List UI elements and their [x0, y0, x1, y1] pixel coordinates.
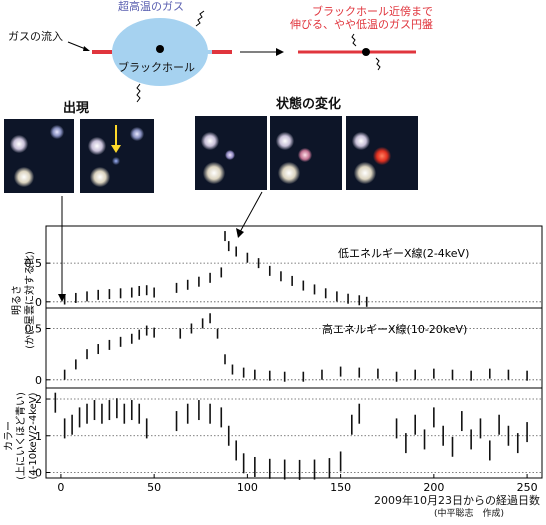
photo-state-1 [195, 116, 267, 190]
disk-label-line2: 伸びる、やや低温のガス円盤 [290, 18, 433, 31]
hot-gas-label: 超高温のガス [118, 0, 184, 13]
pointer-line-state [239, 191, 263, 233]
xray-wave-up [195, 10, 205, 27]
y-axis-title-color: カラー(上にいくほど青い)(4-10keV/2-4keV) [3, 392, 39, 480]
y-axis-title-brightness: 明るさ (かに星雲に対する比) [11, 251, 36, 349]
x-axis-title: 2009年10月23日からの経過日数 [374, 494, 540, 507]
black-hole-dot-left [156, 45, 164, 53]
down-arrow-icon [111, 125, 121, 153]
photo-appearance [80, 119, 154, 193]
x-tick-label-5: 250 [517, 481, 538, 494]
state-change-label: 状態の変化 [276, 97, 342, 112]
y-tick-label-2-2: 2 [35, 393, 42, 406]
panel-label-1: 高エネルギーX線(10-20keV) [322, 322, 467, 336]
x-tick-label-1: 50 [147, 481, 161, 494]
photo-state-3 [346, 116, 418, 190]
y-tick-label-1-0: 0 [35, 374, 42, 387]
gas-diagram [67, 10, 416, 103]
x-tick-label-2: 100 [237, 481, 258, 494]
y-axis-title-line: (かに星雲に対する比) [23, 251, 36, 349]
xray-wave-right-down [375, 57, 381, 71]
x-tick-label-4: 200 [423, 481, 444, 494]
y-axis-title-line: 明るさ [11, 285, 23, 315]
panel-frame-1 [45, 307, 543, 389]
y-tick-label-1-1: 0.5 [25, 323, 43, 336]
photo-before [4, 119, 74, 193]
pointer-arrow-state [236, 228, 244, 238]
xray-wave-down [136, 83, 141, 103]
inflow-arrow-head [83, 46, 90, 51]
black-hole-dot-right [362, 48, 370, 56]
transition-arrow-head [276, 48, 284, 56]
gas-inflow-label: ガスの流入 [8, 30, 63, 43]
y-axis-title-line: カラー [3, 421, 15, 451]
x-tick-label-0: 0 [57, 481, 64, 494]
y-axis-title-line: (上にいくほど青い) [14, 392, 27, 480]
credit-label: (中平聡志 作成) [434, 509, 505, 519]
y-tick-label-2-0: 0 [35, 466, 42, 479]
xray-wave-right-up [351, 33, 357, 47]
pointer-arrow-appearance [58, 294, 66, 302]
y-axis-title-line: (4-10keV/2-4keV) [28, 392, 39, 479]
black-hole-label: ブラックホール [118, 61, 195, 74]
y-tick-label-2-1: 1 [35, 430, 42, 443]
y-tick-label-0-1: 0.5 [25, 257, 43, 270]
disk-label-line1: ブラックホール近傍まで [312, 5, 433, 18]
photo-state-2 [270, 116, 342, 190]
panel-frame-2 [45, 387, 543, 479]
panel-label-0: 低エネルギーX線(2-4keV) [338, 246, 469, 260]
y-tick-label-0-0: 0 [35, 296, 42, 309]
x-tick-label-3: 150 [330, 481, 351, 494]
appearance-label: 出現 [63, 101, 90, 116]
